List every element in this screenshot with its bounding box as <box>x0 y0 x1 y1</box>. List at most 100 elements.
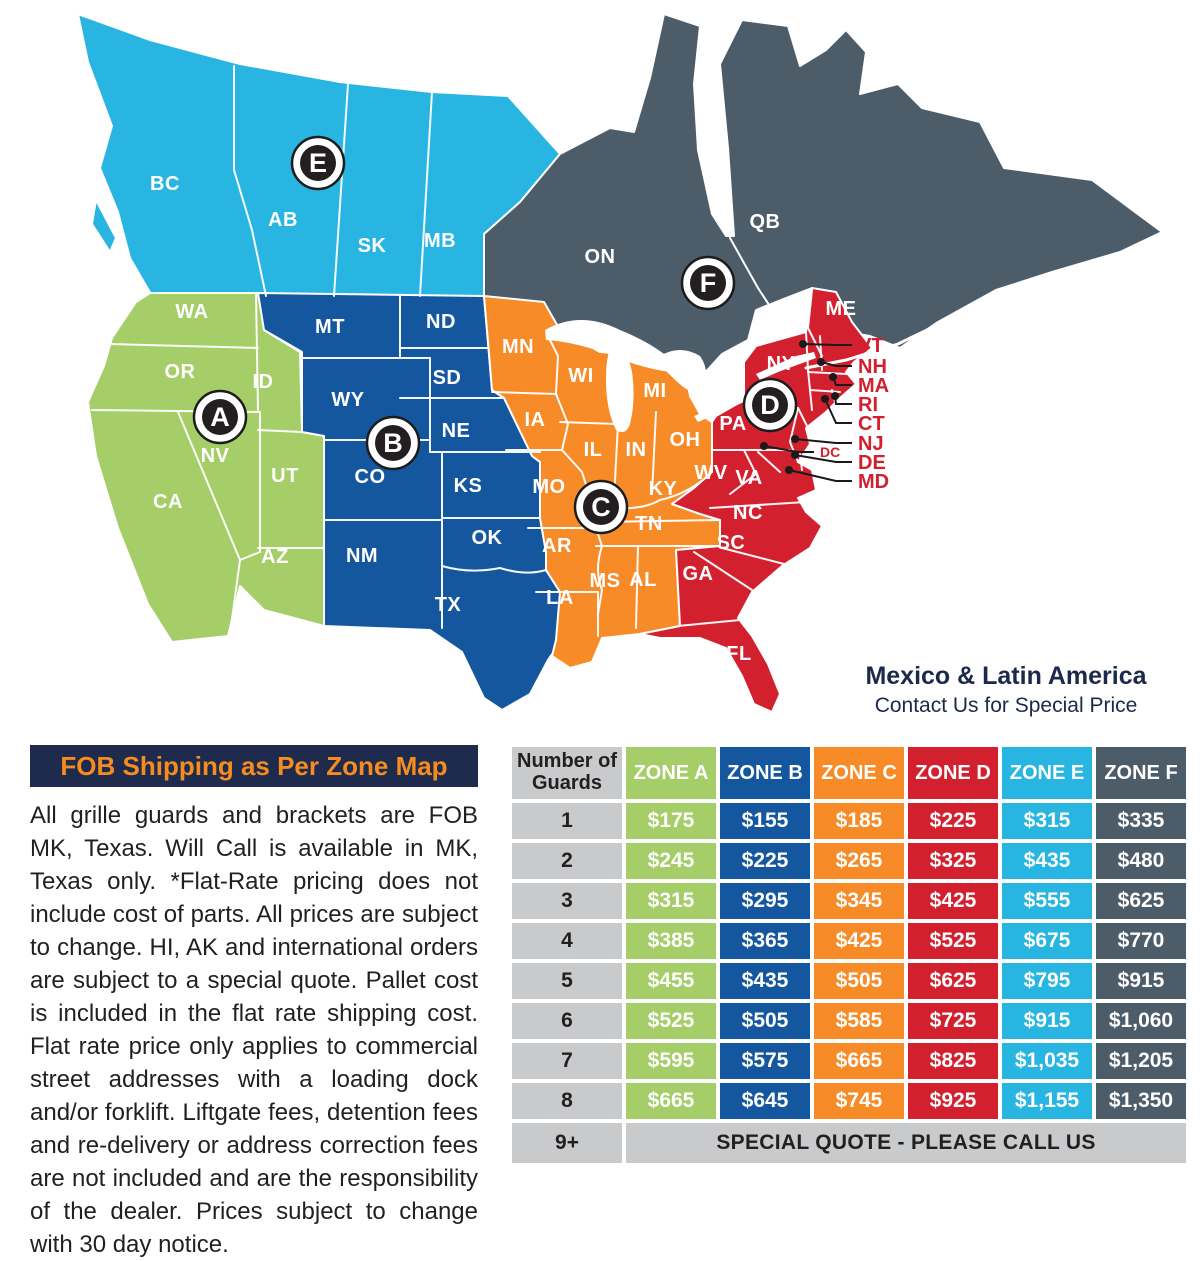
state-label-ab: AB <box>268 209 298 231</box>
state-label-wi: WI <box>568 365 593 387</box>
callout-line-nj <box>794 438 852 444</box>
price-zone-f-3: $625 <box>1096 883 1186 919</box>
callout-dot-de <box>791 451 799 459</box>
price-zone-c-3: $345 <box>814 883 904 919</box>
zone-marker-e: E <box>290 135 346 191</box>
special-quote-cell: SPECIAL QUOTE - PLEASE CALL US <box>626 1123 1186 1163</box>
lake-huron <box>660 350 707 392</box>
state-label-mn: MN <box>502 336 534 358</box>
lake-erie <box>694 390 758 422</box>
state-label-co: CO <box>355 466 386 488</box>
state-label-nd: ND <box>426 311 456 333</box>
callout-dot-vt <box>799 340 807 348</box>
state-label-sc: SC <box>717 532 746 554</box>
price-zone-f-6: $1,060 <box>1096 1003 1186 1039</box>
price-zone-e-3: $555 <box>1002 883 1092 919</box>
callout-dot-dc <box>760 442 768 450</box>
state-label-ky: KY <box>649 478 678 500</box>
callout-line-ct <box>824 398 852 424</box>
state-callout-md: MD <box>858 471 889 493</box>
price-zone-b-8: $645 <box>720 1083 810 1119</box>
price-zone-f-8: $1,350 <box>1096 1083 1186 1119</box>
price-zone-b-3: $295 <box>720 883 810 919</box>
state-label-ut: UT <box>271 465 299 487</box>
state-label-mi: MI <box>643 380 666 402</box>
state-label-oh: OH <box>670 429 701 451</box>
shipping-info-body: All grille guards and brackets are FOB M… <box>30 802 478 1258</box>
state-callout-ct: CT <box>858 413 885 435</box>
price-zone-b-7: $575 <box>720 1043 810 1079</box>
state-label-me: ME <box>826 298 857 320</box>
price-zone-c-1: $185 <box>814 803 904 839</box>
price-zone-d-4: $525 <box>908 923 998 959</box>
state-label-wy: WY <box>331 389 364 411</box>
price-zone-a-1: $175 <box>626 803 716 839</box>
state-callout-vt: VT <box>858 335 884 357</box>
state-label-ca: CA <box>153 491 183 513</box>
callout-line-nh <box>820 361 852 367</box>
guards-count-2: 2 <box>512 843 622 879</box>
price-zone-a-4: $385 <box>626 923 716 959</box>
callout-dot-nh <box>817 358 825 366</box>
state-label-wa: WA <box>175 301 208 323</box>
price-zone-c-2: $265 <box>814 843 904 879</box>
price-zone-f-2: $480 <box>1096 843 1186 879</box>
state-label-mb: MB <box>424 230 456 252</box>
state-label-ms: MS <box>590 570 621 592</box>
state-label-in: IN <box>626 439 647 461</box>
state-label-nv: NV <box>201 445 230 467</box>
price-zone-c-8: $745 <box>814 1083 904 1119</box>
state-label-ks: KS <box>454 475 483 497</box>
zone-marker-c: C <box>573 479 629 535</box>
state-callout-ma: MA <box>858 375 889 397</box>
guards-count-8: 8 <box>512 1083 622 1119</box>
price-zone-c-7: $665 <box>814 1043 904 1079</box>
zone-marker-disc <box>202 399 238 435</box>
price-zone-b-4: $365 <box>720 923 810 959</box>
zone-marker-letter: C <box>591 492 611 522</box>
price-zone-f-4: $770 <box>1096 923 1186 959</box>
zone-marker-d: D <box>742 377 798 433</box>
state-label-ga: GA <box>683 563 714 585</box>
state-callout-ri: RI <box>858 394 878 416</box>
state-callout-nj: NJ <box>858 433 884 455</box>
zone-marker-a: A <box>192 389 248 445</box>
shipping-zone-flyer: BC AB SK MB ON QB WA OR ID NV CA UT AZ MT ND SD WY NE CO KS… <box>30 13 1186 1258</box>
zone-marker-disc <box>690 265 726 301</box>
price-zone-c-5: $505 <box>814 963 904 999</box>
state-label-nm: NM <box>346 545 378 567</box>
callout-dot-ct <box>821 395 829 403</box>
guards-count-1: 1 <box>512 803 622 839</box>
column-header-zone-b: ZONE B <box>720 747 810 799</box>
zone-marker-letter: E <box>309 148 327 178</box>
state-label-va: VA <box>735 467 762 489</box>
mexico-note: Mexico & Latin America Contact Us for Sp… <box>828 662 1184 718</box>
guards-count-9plus: 9+ <box>512 1123 622 1163</box>
price-zone-d-1: $225 <box>908 803 998 839</box>
state-label-wv: WV <box>694 462 727 484</box>
state-callout-dc: DC <box>820 444 840 460</box>
guards-count-4: 4 <box>512 923 622 959</box>
callout-dot-ma <box>829 373 837 381</box>
price-zone-c-4: $425 <box>814 923 904 959</box>
state-label-pa: PA <box>719 413 746 435</box>
zone-marker-disc <box>300 145 336 181</box>
price-zone-d-5: $625 <box>908 963 998 999</box>
state-label-il: IL <box>584 439 603 461</box>
lake-ontario <box>756 352 816 380</box>
state-label-ok: OK <box>472 527 503 549</box>
zone-marker-disc <box>375 425 411 461</box>
price-zone-e-4: $675 <box>1002 923 1092 959</box>
state-callout-nh: NH <box>858 356 887 378</box>
price-zone-b-1: $155 <box>720 803 810 839</box>
column-header-zone-a: ZONE A <box>626 747 716 799</box>
state-label-ar: AR <box>542 535 572 557</box>
price-zone-e-6: $915 <box>1002 1003 1092 1039</box>
state-label-tx: TX <box>435 594 462 616</box>
lake-superior <box>545 320 678 372</box>
price-zone-b-2: $225 <box>720 843 810 879</box>
price-zone-b-6: $505 <box>720 1003 810 1039</box>
zone-a-region <box>87 292 325 643</box>
